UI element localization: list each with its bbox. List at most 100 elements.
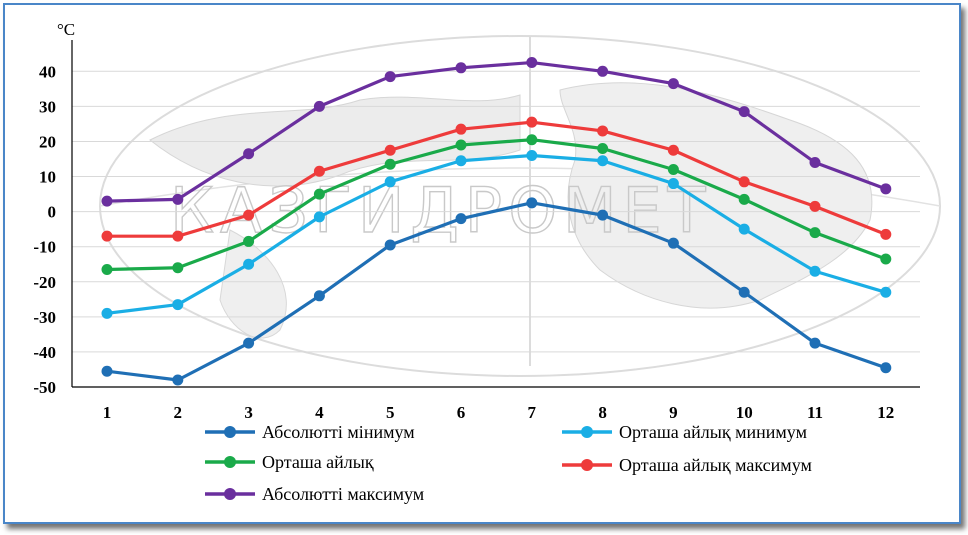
data-point <box>313 100 325 112</box>
data-point <box>526 149 538 161</box>
data-point <box>455 155 467 167</box>
data-point <box>172 374 184 386</box>
series-4 <box>101 57 892 207</box>
chart-axes <box>71 40 920 388</box>
data-point <box>313 165 325 177</box>
legend-swatch-marker <box>224 426 236 438</box>
x-tick-label: 7 <box>528 403 537 422</box>
data-point <box>738 176 750 188</box>
data-point <box>526 134 538 146</box>
data-point <box>880 253 892 265</box>
x-tick-label: 11 <box>807 403 823 422</box>
data-point <box>101 263 113 275</box>
data-point <box>172 193 184 205</box>
data-point <box>101 230 113 242</box>
data-point <box>243 209 255 221</box>
chart-series <box>101 57 892 386</box>
legend-label: Абсолютті мінимум <box>262 422 415 442</box>
chart-grid <box>72 70 920 353</box>
y-tick-label: -30 <box>33 308 56 327</box>
data-point <box>526 197 538 209</box>
series-line <box>106 153 887 315</box>
legend-label: Орташа айлық <box>262 452 374 472</box>
legend-label: Абсолютті максимум <box>262 484 424 504</box>
series-0 <box>101 197 892 386</box>
data-point <box>243 148 255 160</box>
data-point <box>738 286 750 298</box>
legend-item: Абсолютті мінимум <box>205 422 415 442</box>
legend-swatch-marker <box>581 459 593 471</box>
data-point <box>455 139 467 151</box>
chart-legend: Абсолютті мінимум Орташа айлық минимум Орт… <box>205 422 812 504</box>
data-point <box>597 125 609 137</box>
data-point <box>384 158 396 170</box>
x-tick-label: 6 <box>457 403 466 422</box>
data-point <box>455 123 467 135</box>
series-line <box>106 201 887 382</box>
data-point <box>667 78 679 90</box>
legend-item: Орташа айлық максимум <box>562 455 812 475</box>
data-point <box>667 164 679 176</box>
data-point <box>667 178 679 190</box>
data-point <box>597 65 609 77</box>
y-tick-label: 20 <box>39 132 56 151</box>
x-tick-label: 8 <box>598 403 607 422</box>
series-3 <box>101 116 892 242</box>
data-point <box>738 193 750 205</box>
data-point <box>172 299 184 311</box>
data-point <box>384 71 396 83</box>
legend-item: Орташа айлық минимум <box>562 422 807 442</box>
data-point <box>313 188 325 200</box>
data-point <box>101 365 113 377</box>
data-point <box>738 106 750 118</box>
data-point <box>597 142 609 154</box>
x-tick-label: 12 <box>877 403 894 422</box>
data-point <box>880 362 892 374</box>
data-point <box>880 183 892 195</box>
series-line <box>107 120 887 238</box>
x-tick-label: 10 <box>736 403 753 422</box>
y-tick-label: -10 <box>33 238 56 257</box>
data-point <box>455 213 467 225</box>
data-point <box>597 209 609 221</box>
legend-item: Абсолютті максимум <box>205 484 424 504</box>
y-tick-label: -20 <box>33 273 56 292</box>
x-tick-label: 3 <box>244 403 253 422</box>
legend-swatch-marker <box>581 426 593 438</box>
data-point <box>243 258 255 270</box>
y-tick-label: 10 <box>39 168 56 187</box>
data-point <box>101 195 113 207</box>
data-point <box>880 286 892 298</box>
data-point <box>243 235 255 247</box>
legend-swatch-marker <box>224 456 236 468</box>
x-tick-label: 4 <box>315 403 324 422</box>
data-point <box>384 176 396 188</box>
data-point <box>809 200 821 212</box>
data-point <box>880 228 892 240</box>
y-tick-label: 0 <box>48 203 57 222</box>
data-point <box>597 155 609 167</box>
series-1 <box>101 149 892 319</box>
series-line <box>106 60 887 203</box>
data-point <box>809 157 821 169</box>
globe-map-watermark-icon: КАЗГИДРОМЕТ <box>99 35 941 377</box>
legend-label: Орташа айлық максимум <box>619 455 812 475</box>
data-point <box>384 144 396 156</box>
data-point <box>809 337 821 349</box>
data-point <box>526 116 538 128</box>
data-point <box>667 144 679 156</box>
x-tick-label: 2 <box>174 403 183 422</box>
y-tick-label: -40 <box>33 343 56 362</box>
data-point <box>738 223 750 235</box>
legend-item: Орташа айлық <box>205 452 374 472</box>
data-point <box>667 237 679 249</box>
data-point <box>384 239 396 251</box>
data-point <box>455 62 467 74</box>
y-tick-label: -50 <box>33 378 56 397</box>
data-point <box>172 262 184 274</box>
y-tick-labels: 40 30 20 10 0 -10 -20 -30 -40 -50 <box>33 62 56 397</box>
y-tick-label: 40 <box>39 62 56 81</box>
data-point <box>172 230 184 242</box>
x-tick-labels: 1 2 3 4 5 6 7 8 9 10 11 12 <box>103 403 895 422</box>
